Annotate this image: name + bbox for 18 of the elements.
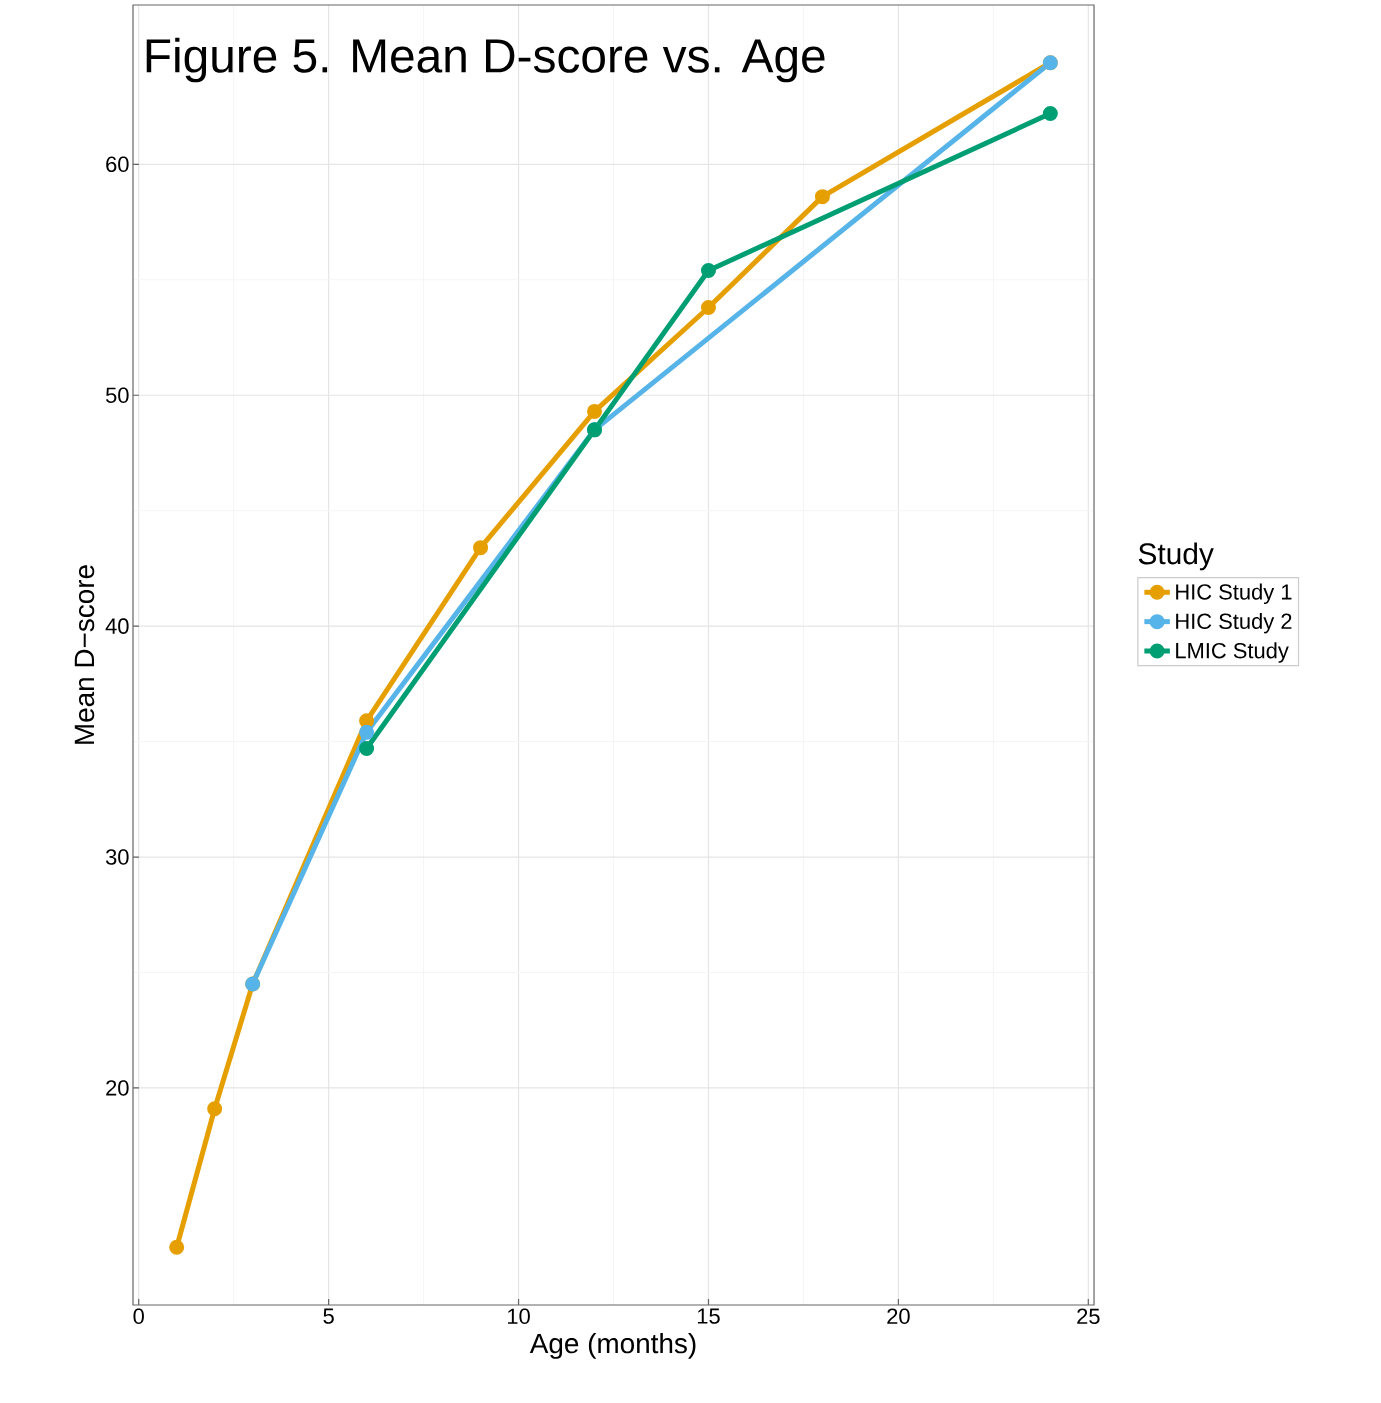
legend-label: HIC Study 1 xyxy=(1176,583,1292,605)
legend-label: HIC Study 2 xyxy=(1176,612,1292,634)
x-tick-label: 0 xyxy=(133,1308,144,1325)
x-tick-label: 15 xyxy=(697,1308,720,1324)
legend-label: LMIC Study xyxy=(1176,642,1289,663)
y-tick-label: 60 xyxy=(106,156,129,173)
y-tick-label: 20 xyxy=(106,1080,129,1096)
legend-title: Study xyxy=(1138,542,1214,571)
y-tick-label: 30 xyxy=(105,849,129,865)
x-tick-label: 5 xyxy=(323,1308,334,1324)
text: Figure 5. Mean D-score vs. Age xyxy=(146,37,825,83)
y-tick-label: 50 xyxy=(105,387,129,403)
y-axis-title: Mean D−score xyxy=(74,565,95,744)
x-tick-label: 10 xyxy=(508,1308,530,1325)
x-tick-label: 20 xyxy=(887,1308,910,1325)
x-tick-label: 25 xyxy=(1077,1308,1100,1325)
x-axis-title: Age (months) xyxy=(529,1332,696,1359)
y-tick-label: 40 xyxy=(105,618,129,634)
